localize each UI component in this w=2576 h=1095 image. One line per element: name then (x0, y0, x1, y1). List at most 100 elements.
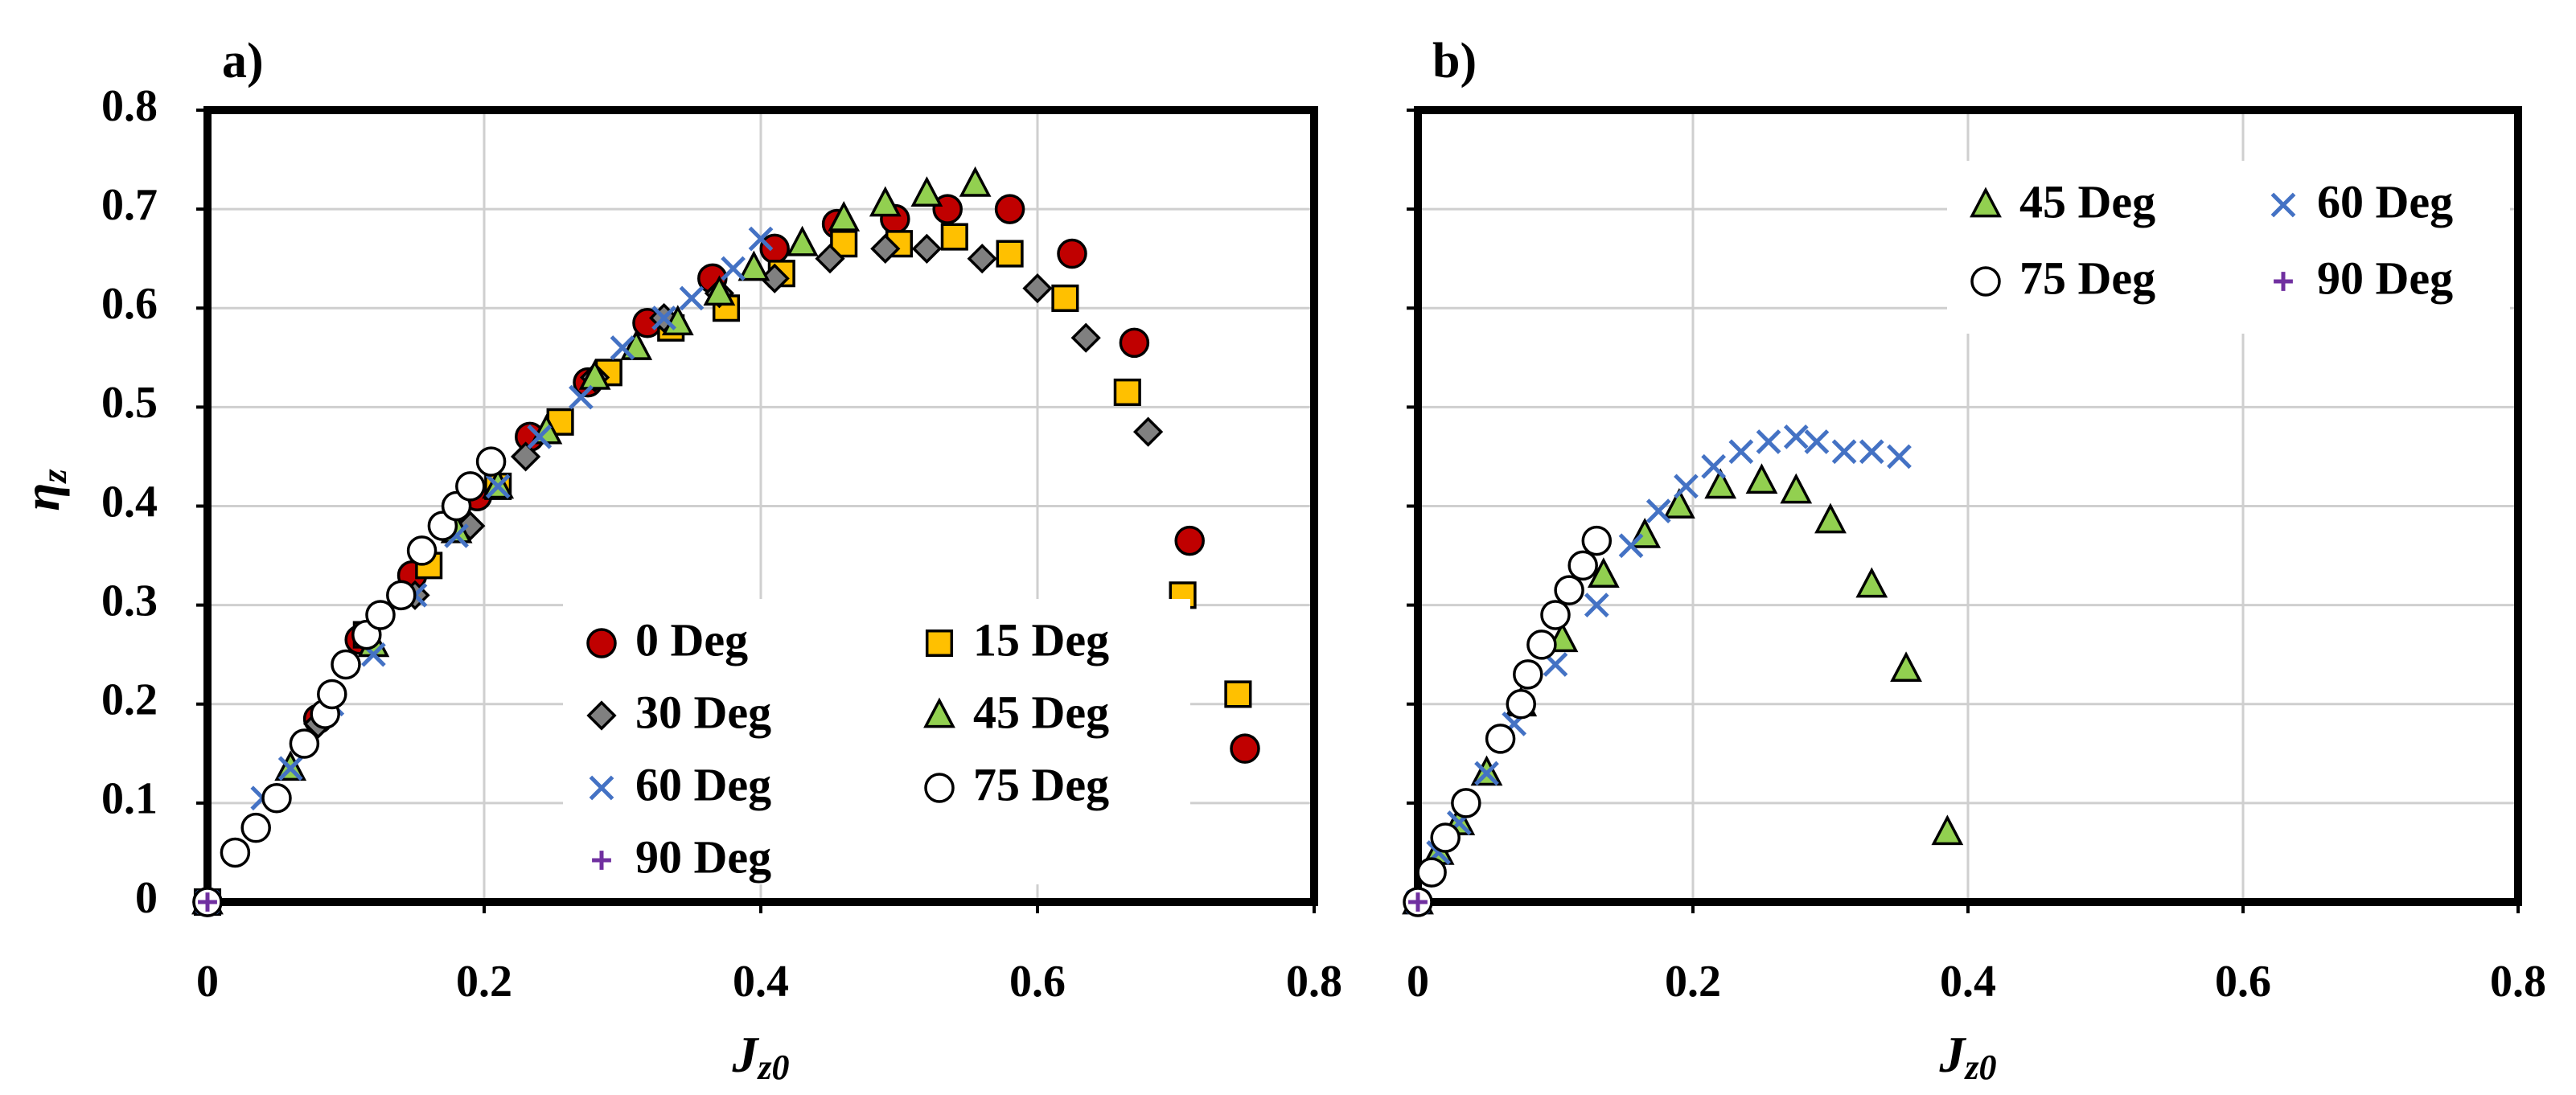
data-point (569, 384, 594, 410)
data-point (1931, 814, 1964, 846)
legend-label: 75 Deg (2019, 252, 2155, 304)
data-point (406, 535, 438, 566)
data-point (910, 176, 943, 207)
data-point (737, 250, 770, 281)
x-axis-label: Jz0 (1938, 1026, 1996, 1087)
x-tick-label: 0.8 (2490, 957, 2546, 1007)
legend: 45 Deg 60 Deg 75 Deg 90 Deg (1947, 161, 2510, 334)
x-tick-label: 0.2 (1665, 957, 1721, 1007)
data-point (1474, 761, 1499, 786)
x-axis-label-subscript: z0 (756, 1048, 789, 1087)
data-point (1663, 488, 1695, 519)
legend-label: 75 Deg (973, 758, 1109, 810)
panel-title: a) (222, 34, 264, 88)
data-point (1408, 892, 1428, 912)
data-point (317, 679, 347, 710)
y-tick-label: 0.6 (101, 279, 158, 329)
data-point (679, 285, 705, 311)
legend-label: 45 Deg (973, 686, 1109, 738)
data-point (1070, 322, 1101, 353)
data-point (967, 244, 997, 274)
data-point (1513, 659, 1543, 690)
data-point (1704, 468, 1737, 499)
panel: 0 0.2 0.4 0.6 0.8 0 0.1 0.2 0.3 0.4 0.5 0.6 0.7 0.8 a)… (13, 34, 1342, 1087)
data-point (1887, 444, 1912, 470)
x-tick-label: 0 (196, 957, 219, 1007)
legend-label: 90 Deg (635, 830, 771, 883)
data-point (1780, 473, 1813, 504)
data-point (870, 233, 901, 264)
legend-label: 90 Deg (2317, 252, 2453, 304)
data-point (578, 359, 611, 390)
legend-marker (2274, 272, 2293, 291)
legend-marker (2270, 192, 2296, 218)
data-point (1230, 733, 1260, 764)
y-axis-label-symbol: η (13, 483, 70, 511)
data-point (1485, 724, 1516, 754)
x-tick-label: 0.2 (456, 957, 512, 1007)
data-point (869, 186, 902, 217)
legend-marker (586, 700, 617, 731)
legend-marker (586, 628, 617, 658)
legend-label: 60 Deg (635, 758, 771, 810)
panel: 0 0.2 0.4 0.6 0.8 b) Jz0 45 Deg 60 Deg 75 Deg 90 D… (1402, 34, 2546, 1087)
data-point (1855, 567, 1888, 598)
data-point (510, 441, 541, 472)
data-point (996, 240, 1024, 268)
data-point (1540, 600, 1571, 630)
y-tick-label: 0.7 (101, 180, 158, 230)
data-point (1057, 238, 1087, 269)
y-tick-label: 0.5 (101, 378, 158, 428)
data-point (1416, 857, 1447, 888)
data-point (1745, 463, 1778, 494)
data-point (721, 256, 746, 281)
data-point (1674, 474, 1699, 499)
y-axis-label-subscript: z (35, 469, 74, 484)
data-point (703, 275, 736, 306)
data-point (261, 782, 292, 814)
data-point (1890, 651, 1922, 683)
data-point (651, 306, 676, 330)
data-point (828, 200, 861, 232)
data-point (220, 837, 251, 868)
x-tick-label: 0.6 (1009, 957, 1066, 1007)
x-axis-label-symbol: J (1938, 1026, 1966, 1083)
legend-marker (925, 629, 954, 658)
x-tick-label: 0.4 (1940, 957, 1996, 1007)
data-point (1132, 416, 1164, 447)
y-tick-label: 0.3 (101, 576, 158, 625)
data-point (1804, 429, 1830, 454)
y-tick-label: 0.2 (101, 675, 158, 725)
data-point (1506, 689, 1537, 720)
legend-marker (592, 851, 611, 870)
x-axis-label-symbol: J (731, 1026, 759, 1083)
y-tick-label: 0.8 (101, 81, 158, 131)
data-point (455, 471, 486, 502)
x-tick-label: 0 (1407, 957, 1429, 1007)
data-point (1645, 498, 1671, 524)
legend-marker (924, 773, 955, 803)
data-point (331, 649, 361, 680)
data-point (786, 225, 819, 256)
data-point (485, 474, 511, 499)
data-point (527, 424, 553, 449)
data-point (610, 335, 635, 360)
data-point (1618, 533, 1644, 559)
data-point (1814, 502, 1847, 534)
legend-label: 30 Deg (635, 686, 771, 738)
legend-label: 45 Deg (2019, 175, 2155, 228)
data-point (994, 194, 1025, 224)
data-point (1831, 439, 1857, 465)
x-axis-label: Jz0 (731, 1026, 789, 1087)
data-point (277, 756, 303, 781)
data-point (1554, 575, 1584, 605)
data-point (289, 728, 320, 759)
plot-frame (203, 106, 1318, 906)
legend-label: 60 Deg (2317, 175, 2453, 228)
data-point (1756, 429, 1781, 454)
data-point (759, 233, 790, 265)
data-point (1567, 550, 1598, 581)
data-point (959, 166, 992, 197)
x-tick-label: 0.4 (733, 957, 789, 1007)
